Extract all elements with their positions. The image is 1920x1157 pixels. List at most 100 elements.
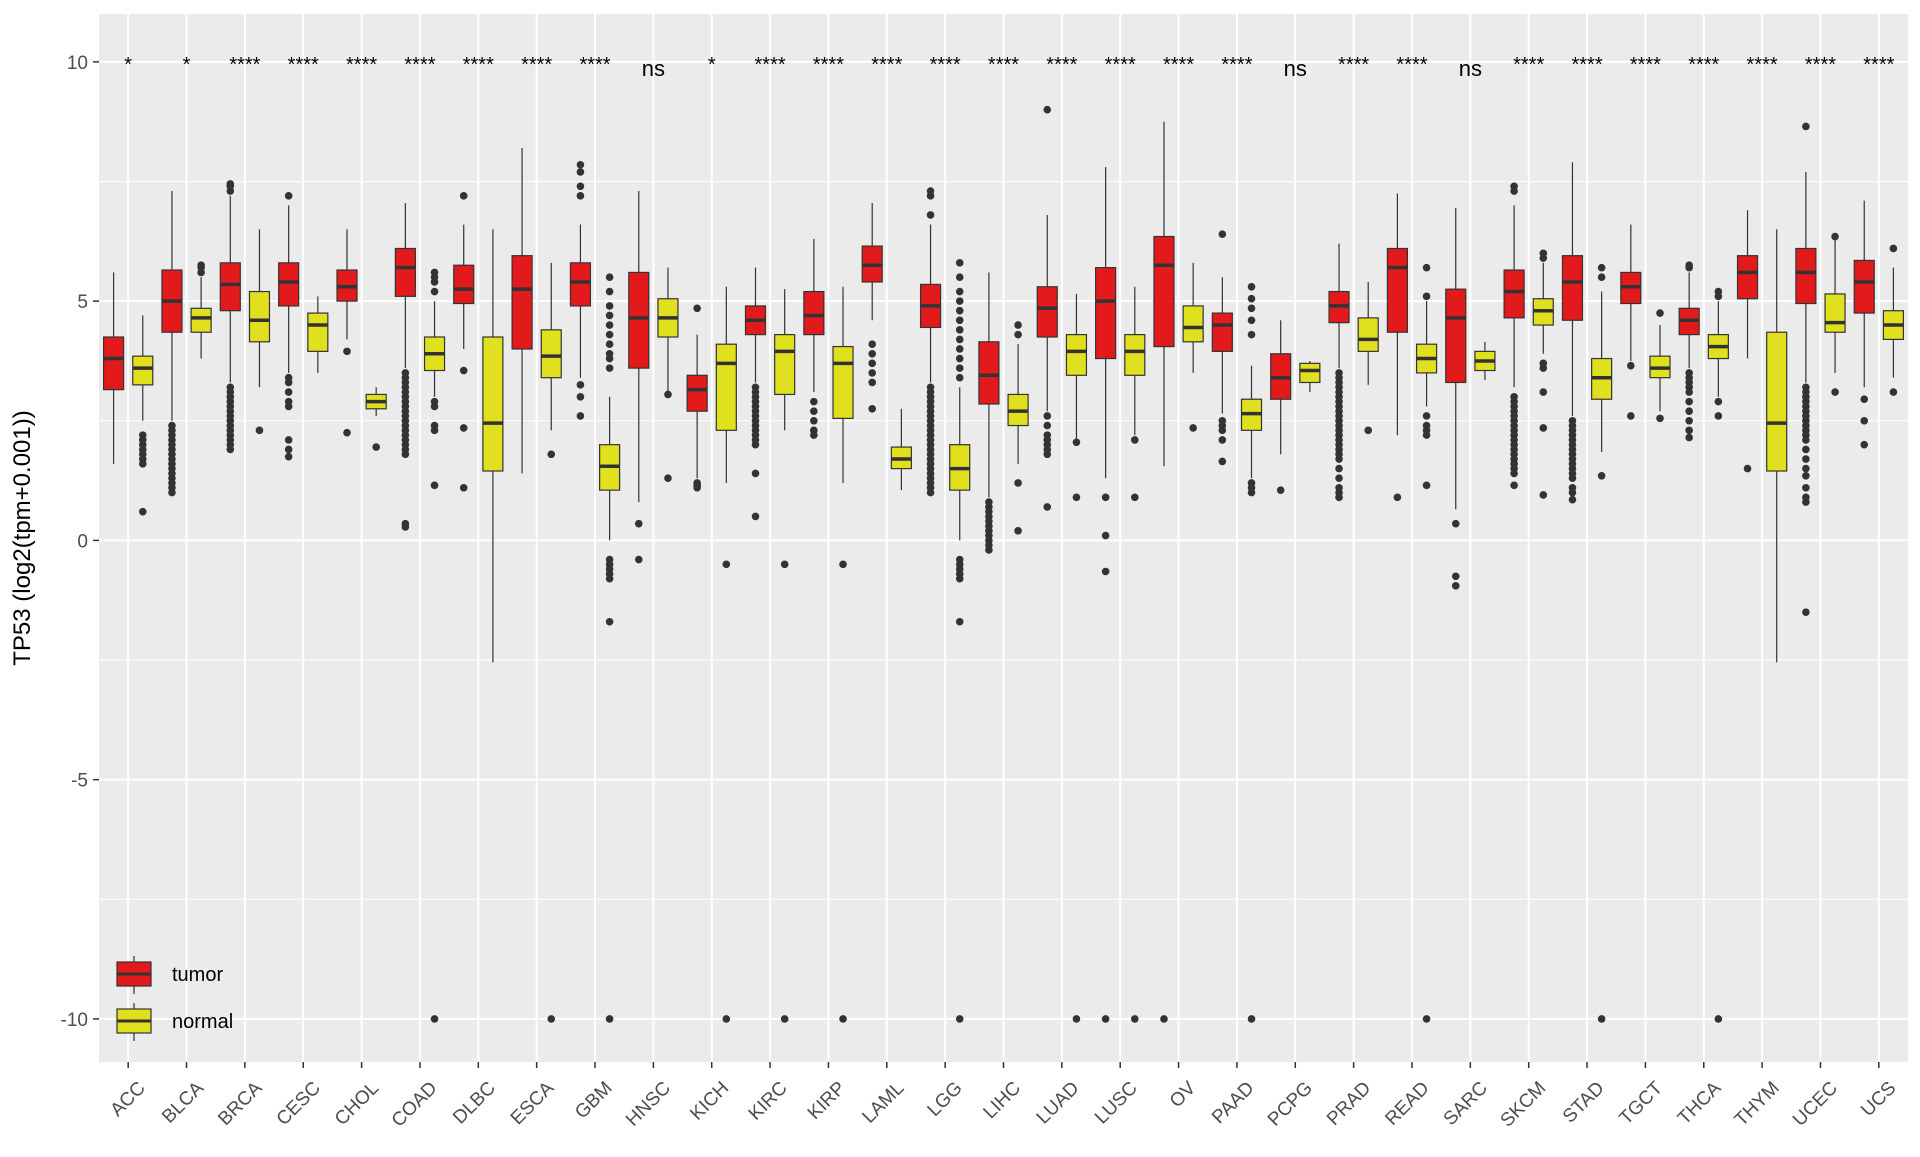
outlier-point: [1685, 388, 1693, 396]
category-ucec: [1795, 122, 1846, 616]
outlier-point: [1072, 1015, 1081, 1023]
box-iqr: [569, 262, 592, 307]
outlier-point: [1218, 457, 1227, 466]
outlier-point: [868, 378, 877, 387]
normal-box: [890, 408, 912, 491]
normal-box: [774, 289, 796, 1023]
outlier-point: [459, 483, 468, 492]
tumor-box: [1270, 320, 1292, 494]
outlier-point: [780, 560, 789, 569]
outlier-point: [1072, 438, 1081, 447]
tumor-box: [219, 180, 241, 454]
outlier-point: [1247, 330, 1256, 339]
outlier-point: [1539, 491, 1548, 499]
category-lgg: [919, 187, 971, 1023]
x-tick-label: OV: [1166, 1078, 1200, 1112]
x-tick-label: KICH: [686, 1078, 733, 1125]
tumor-box: [511, 147, 533, 474]
category-esca: [511, 147, 562, 1023]
box-iqr: [482, 336, 504, 472]
category-prad: [1328, 243, 1379, 502]
outlier-point: [1130, 436, 1139, 444]
x-tick-label: BRCA: [214, 1078, 266, 1130]
category-stad: [1561, 162, 1613, 1023]
outlier-point: [459, 424, 468, 432]
box-series: [102, 105, 1905, 1023]
outlier-point: [1627, 412, 1635, 420]
outlier-point: [1597, 273, 1606, 281]
outlier-point: [1510, 182, 1518, 191]
outlier-point: [430, 402, 439, 411]
outlier-point: [1860, 395, 1869, 404]
outlier-point: [722, 1015, 731, 1023]
outlier-point: [605, 364, 614, 372]
significance-label: ****: [1105, 54, 1136, 76]
outlier-point: [1510, 481, 1518, 490]
outlier-point: [955, 617, 964, 626]
outlier-point: [1860, 416, 1869, 425]
outlier-point: [1247, 282, 1256, 291]
outlier-point: [1101, 567, 1110, 576]
tumor-box: [1795, 122, 1817, 616]
box-iqr: [1503, 269, 1525, 319]
significance-label: ****: [288, 54, 319, 76]
outlier-point: [605, 574, 614, 583]
box-iqr: [278, 262, 300, 307]
significance-label: ****: [1046, 54, 1077, 76]
significance-label: ****: [930, 54, 961, 76]
significance-label: ****: [813, 54, 844, 76]
outlier-point: [1714, 397, 1723, 406]
x-tick-label: HNSC: [622, 1078, 675, 1131]
outlier-point: [1160, 1015, 1168, 1023]
normal-box: [132, 315, 154, 516]
outlier-point: [605, 311, 614, 320]
category-brca: [219, 180, 271, 454]
significance-label: ****: [1338, 54, 1369, 76]
tumor-box: [278, 192, 300, 461]
outlier-point: [1218, 426, 1227, 435]
box-iqr: [628, 271, 650, 369]
normal-box: [1649, 309, 1671, 423]
outlier-point: [1247, 488, 1256, 497]
outlier-point: [1539, 424, 1548, 432]
box-iqr: [248, 290, 271, 343]
outlier-point: [955, 1015, 964, 1023]
outlier-point: [1043, 450, 1052, 459]
tumor-box: [394, 203, 416, 531]
significance-label: ****: [404, 54, 435, 76]
outlier-point: [1802, 445, 1810, 454]
tumor-box: [1445, 207, 1467, 590]
outlier-point: [1656, 414, 1664, 423]
normal-box: [1007, 321, 1029, 535]
outlier-point: [1422, 263, 1431, 272]
outlier-point: [1802, 436, 1810, 444]
outlier-point: [1130, 493, 1139, 502]
box-iqr: [1445, 288, 1467, 384]
outlier-point: [751, 440, 760, 449]
box-iqr: [1095, 267, 1117, 360]
tumor-box: [1561, 162, 1584, 504]
outlier-point: [693, 483, 701, 492]
outlier-point: [1802, 498, 1810, 506]
outlier-point: [634, 519, 643, 528]
significance-label: ****: [463, 54, 494, 76]
normal-box: [1474, 341, 1496, 381]
significance-label: ****: [1513, 54, 1544, 76]
outlier-point: [459, 192, 468, 200]
outlier-point: [284, 378, 293, 387]
outlier-point: [1568, 474, 1577, 482]
category-thca: [1678, 261, 1729, 1023]
box-iqr: [1182, 305, 1204, 343]
x-tick-label: CHOL: [331, 1078, 383, 1130]
x-tick-label: GBM: [571, 1078, 616, 1123]
outlier-point: [1101, 531, 1110, 540]
y-tick-label: 5: [77, 292, 88, 313]
y-tick-label: -5: [71, 771, 88, 792]
outlier-point: [197, 261, 205, 270]
outlier-point: [430, 287, 439, 296]
outlier-point: [955, 316, 964, 325]
outlier-point: [955, 354, 964, 363]
outlier-point: [1451, 519, 1460, 528]
outlier-point: [1218, 436, 1227, 444]
